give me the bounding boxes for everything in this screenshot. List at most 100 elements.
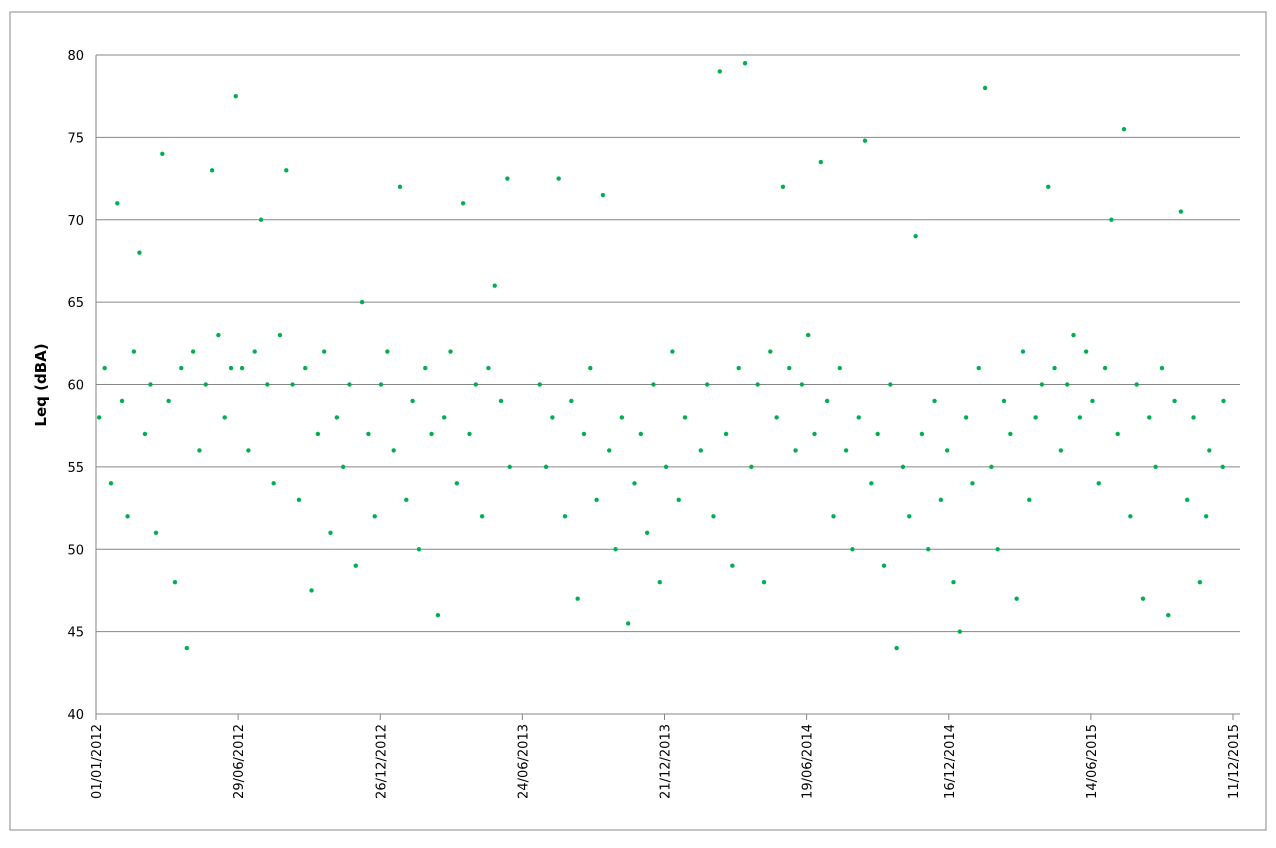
data-point bbox=[698, 448, 704, 453]
data-point bbox=[1001, 398, 1007, 404]
data-point bbox=[562, 514, 568, 519]
data-point bbox=[1197, 580, 1203, 585]
data-point bbox=[780, 184, 786, 189]
data-point bbox=[1039, 382, 1045, 387]
data-point bbox=[638, 431, 644, 437]
data-point bbox=[423, 365, 428, 371]
data-point bbox=[1207, 448, 1212, 453]
x-tick-label: 21/12/2013 bbox=[659, 724, 674, 799]
data-point bbox=[543, 464, 549, 470]
data-point bbox=[723, 431, 729, 437]
data-point bbox=[556, 176, 561, 181]
data-point bbox=[761, 580, 767, 585]
data-point bbox=[1077, 415, 1083, 420]
data-point bbox=[454, 481, 460, 486]
data-point bbox=[328, 530, 333, 535]
data-point bbox=[831, 514, 836, 519]
data-point bbox=[970, 481, 975, 486]
data-point bbox=[651, 382, 656, 387]
data-point bbox=[1115, 431, 1120, 437]
data-point bbox=[1109, 217, 1114, 222]
x-tick-label: 14/06/2015 bbox=[1085, 724, 1100, 799]
data-point bbox=[875, 431, 880, 437]
x-tick-label: 26/12/2012 bbox=[374, 724, 389, 799]
x-tick-label: 01/01/2012 bbox=[90, 724, 105, 799]
data-point bbox=[742, 61, 748, 66]
data-point bbox=[1191, 415, 1196, 420]
data-point bbox=[359, 299, 365, 305]
data-point bbox=[613, 547, 618, 552]
data-point bbox=[768, 349, 773, 354]
data-point bbox=[148, 382, 153, 387]
data-point bbox=[869, 481, 874, 486]
y-tick-label: 75 bbox=[67, 131, 84, 146]
data-point bbox=[1083, 349, 1089, 354]
y-tick-label: 65 bbox=[67, 296, 84, 311]
data-point bbox=[1090, 398, 1095, 404]
data-point bbox=[600, 192, 606, 198]
y-tick-label: 60 bbox=[67, 379, 84, 394]
data-point bbox=[108, 481, 114, 486]
data-point bbox=[938, 497, 944, 503]
data-point bbox=[1008, 431, 1013, 437]
x-tick-label: 16/12/2014 bbox=[943, 724, 958, 799]
data-point bbox=[209, 168, 215, 173]
data-point bbox=[625, 621, 631, 626]
data-point bbox=[581, 431, 587, 437]
x-tick-label: 19/06/2014 bbox=[801, 724, 816, 799]
data-point bbox=[1153, 464, 1158, 470]
data-point bbox=[951, 580, 956, 585]
data-point bbox=[1220, 464, 1225, 470]
data-point bbox=[1134, 382, 1139, 387]
data-point bbox=[309, 588, 314, 593]
data-point bbox=[1064, 382, 1070, 387]
data-point bbox=[982, 85, 988, 91]
data-point bbox=[385, 349, 390, 354]
data-point bbox=[366, 431, 371, 437]
data-point bbox=[416, 547, 422, 552]
data-point bbox=[774, 415, 779, 420]
data-point bbox=[1096, 481, 1101, 486]
data-point bbox=[160, 151, 165, 157]
y-axis-title: Leq (dBA) bbox=[32, 343, 50, 426]
data-point bbox=[96, 415, 102, 420]
data-point bbox=[372, 514, 377, 519]
data-point bbox=[976, 365, 981, 371]
data-point bbox=[537, 382, 542, 387]
data-point bbox=[1159, 365, 1165, 371]
data-point bbox=[284, 168, 289, 173]
y-tick-label: 50 bbox=[67, 543, 84, 558]
y-tick-label: 80 bbox=[67, 49, 84, 64]
data-point bbox=[900, 464, 906, 470]
data-point bbox=[1128, 514, 1133, 519]
data-point bbox=[378, 382, 384, 387]
data-point bbox=[290, 382, 295, 387]
data-point bbox=[575, 596, 580, 601]
data-point bbox=[888, 382, 893, 387]
x-tick-label: 24/06/2013 bbox=[516, 724, 531, 799]
data-point bbox=[1033, 415, 1038, 420]
data-point bbox=[1102, 365, 1108, 371]
data-point bbox=[749, 464, 754, 470]
data-point bbox=[907, 514, 912, 519]
data-point bbox=[682, 415, 688, 420]
data-point bbox=[919, 431, 925, 437]
data-point bbox=[1046, 184, 1051, 189]
data-point bbox=[435, 612, 441, 618]
data-point bbox=[799, 382, 805, 387]
data-point bbox=[315, 431, 321, 437]
data-point bbox=[856, 415, 861, 420]
data-point bbox=[473, 382, 478, 387]
data-point bbox=[806, 332, 811, 338]
data-point bbox=[793, 448, 798, 453]
data-point bbox=[1172, 398, 1177, 404]
x-tick-label: 11/12/2015 bbox=[1227, 724, 1242, 799]
data-point bbox=[125, 514, 130, 519]
data-point bbox=[1014, 596, 1019, 601]
data-point bbox=[258, 217, 264, 222]
data-point bbox=[479, 514, 485, 519]
data-point bbox=[1052, 365, 1057, 371]
data-point bbox=[391, 448, 396, 453]
data-point bbox=[131, 349, 137, 354]
data-point bbox=[353, 563, 358, 568]
